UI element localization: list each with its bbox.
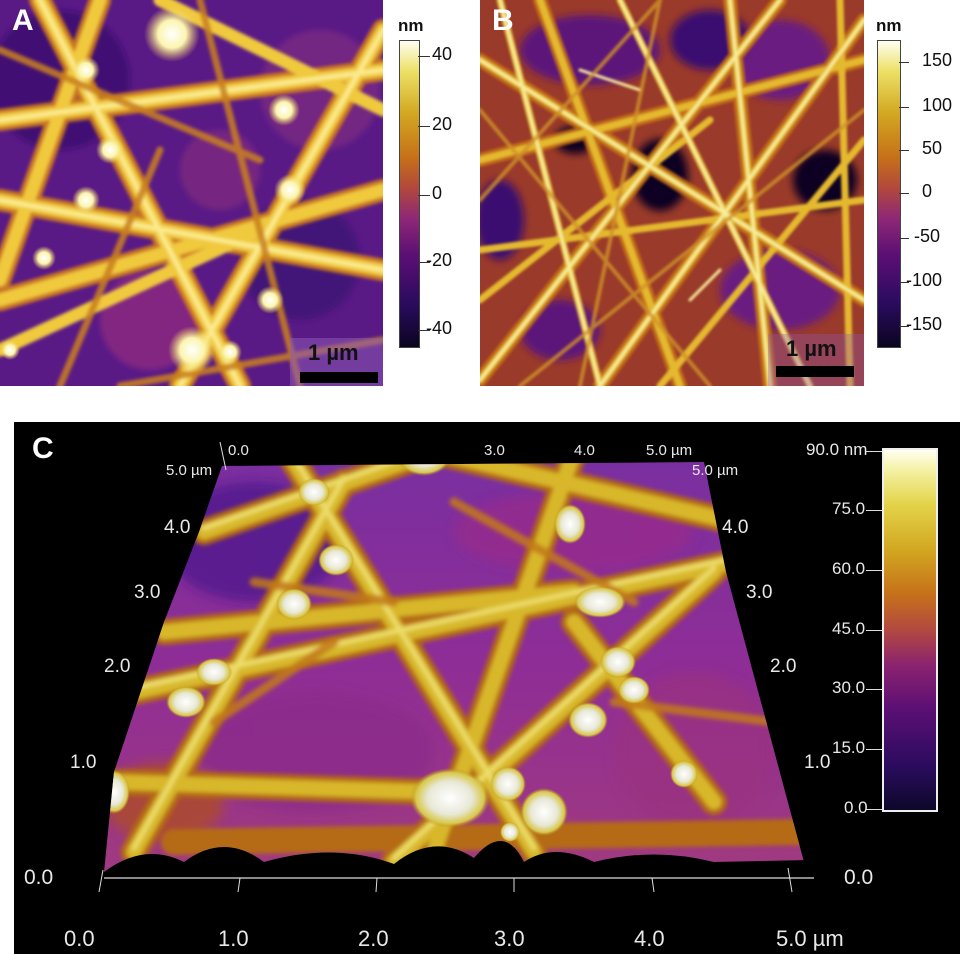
- tick-mark: [418, 126, 430, 127]
- tick-mark: [899, 326, 909, 327]
- colorbar-tick-c: 15.0: [832, 738, 866, 757]
- colorbar-tick-b: 150: [922, 50, 953, 70]
- colorbar-tick-a: -20: [426, 250, 453, 270]
- colorbar-tick-c: 45.0: [832, 619, 866, 638]
- colorbar-tick-b: 100: [922, 95, 953, 115]
- x-axis-bottom-tick: 3.0: [494, 926, 525, 951]
- tick-mark: [899, 107, 909, 108]
- tick-mark: [418, 195, 430, 196]
- tick-mark: [866, 689, 882, 690]
- colorbar-tick-a: 40: [432, 44, 453, 64]
- scalebar-label-b: 1 µm: [786, 336, 837, 361]
- afm-3d-height-map-c: [98, 441, 814, 893]
- tick-mark: [899, 282, 909, 283]
- tick-mark: [418, 262, 430, 263]
- colorbar-tick-b: 50: [922, 138, 943, 158]
- tick-mark: [866, 630, 882, 631]
- y-axis-left-tick: 4.0: [164, 517, 191, 538]
- colorbar-tick-c: 0.0: [844, 798, 868, 817]
- x-axis-bottom-tick: 1.0: [218, 926, 249, 951]
- colorbar-gradient-c: [882, 448, 938, 812]
- tick-mark: [899, 193, 909, 194]
- afm-image-a: A 1 µm: [0, 0, 383, 386]
- scalebar-background-b: [768, 334, 864, 386]
- colorbar-tick-b: -100: [906, 270, 943, 290]
- y-axis-left-tick: 1.0: [70, 752, 97, 773]
- y-axis-left-tick: 5.0 µm: [166, 462, 213, 479]
- colorbar-tick-c: 60.0: [832, 559, 866, 578]
- tick-mark: [866, 510, 882, 511]
- afm-image-b: B 1 µm: [480, 0, 864, 386]
- scalebar-a: [300, 372, 378, 383]
- colorbar-tick-b: -50: [914, 226, 941, 246]
- tick-mark: [866, 809, 882, 810]
- x-axis-top-tick: 4.0: [574, 442, 595, 459]
- tick-mark: [866, 749, 882, 750]
- panel-label-b: B: [492, 4, 514, 37]
- tick-mark: [899, 62, 909, 63]
- y-axis-right-tick: 4.0: [722, 517, 749, 538]
- tick-mark: [866, 451, 882, 452]
- y-axis-left-tick: 2.0: [104, 656, 131, 677]
- tick-mark: [899, 150, 909, 151]
- colorbar-gradient-b: [877, 40, 901, 348]
- colorbar-tick-b: 0: [922, 181, 933, 201]
- x-axis-bottom-tick: 2.0: [358, 926, 389, 951]
- afm-3d-surface-c: C 0.0 3.0 4.0 5.0 µm 5.0 µm 4.0 3.0 2.0 …: [14, 422, 960, 954]
- y-axis-left-tick: 3.0: [134, 582, 161, 603]
- x-axis-bottom-tick: 5.0 µm: [776, 926, 844, 951]
- tick-mark: [418, 56, 430, 57]
- colorbar-tick-a: 0: [432, 183, 443, 203]
- y-axis-right-tick: 2.0: [770, 656, 797, 677]
- colorbar-unit-a: nm: [398, 16, 424, 35]
- scalebar-b: [776, 366, 854, 377]
- colorbar-gradient-a: [399, 40, 420, 348]
- tick-mark: [899, 238, 909, 239]
- x-axis-top-tick: 0.0: [228, 442, 249, 459]
- afm-height-map-a: [0, 0, 383, 386]
- colorbar-tick-c: 90.0 nm: [806, 440, 868, 459]
- colorbar-unit-b: nm: [876, 16, 902, 35]
- scalebar-label-a: 1 µm: [308, 340, 359, 365]
- x-axis-bottom-tick: 0.0: [64, 926, 95, 951]
- panel-label-a: A: [12, 4, 34, 37]
- tick-mark: [866, 570, 882, 571]
- z-axis-left-label: 0.0: [24, 866, 54, 889]
- panel-label-c: C: [32, 432, 54, 465]
- x-axis-top-tick: 3.0: [484, 442, 505, 459]
- colorbar-tick-a: 20: [432, 114, 453, 134]
- x-axis-bottom-tick: 4.0: [634, 926, 665, 951]
- y-axis-right-tick: 5.0 µm: [692, 462, 739, 479]
- x-axis-top-tick: 5.0 µm: [646, 442, 693, 459]
- y-axis-right-tick: 1.0: [804, 752, 831, 773]
- colorbar-tick-a: -40: [426, 318, 453, 338]
- colorbar-tick-c: 75.0: [832, 499, 866, 518]
- y-axis-right-tick: 3.0: [746, 582, 773, 603]
- afm-height-map-b: [480, 0, 864, 386]
- colorbar-tick-b: -150: [906, 314, 943, 334]
- colorbar-tick-c: 30.0: [832, 678, 866, 697]
- tick-mark: [418, 330, 430, 331]
- z-axis-right-label: 0.0: [844, 866, 874, 889]
